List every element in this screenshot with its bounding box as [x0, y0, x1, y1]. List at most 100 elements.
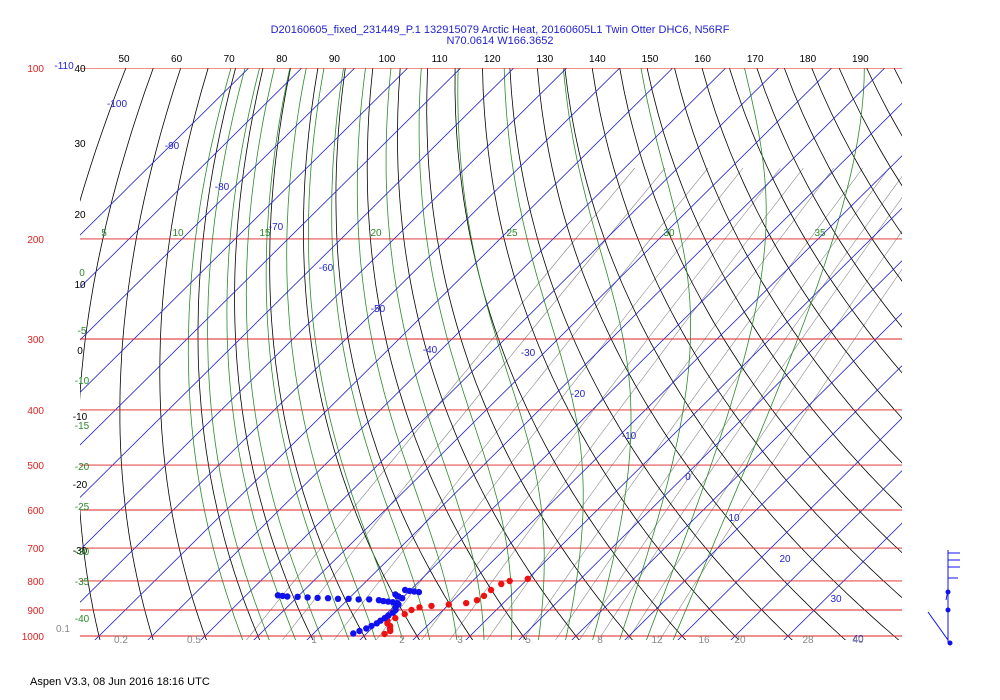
- dry-adiabat: [729, 68, 902, 374]
- dry-adiabat: [302, 68, 420, 640]
- top-axis-tick-label: 80: [276, 54, 288, 65]
- moist-adiabat: [226, 68, 297, 640]
- dewpoint-point: [373, 620, 380, 627]
- temperature-point: [463, 599, 470, 607]
- temperature-point: [428, 602, 435, 610]
- moist-adiabat: [356, 68, 458, 640]
- isotherm-label: -90: [165, 141, 180, 152]
- temperature-point: [480, 592, 488, 600]
- isotherm-label: -110: [54, 61, 74, 72]
- isotherm: [412, 155, 902, 640]
- moist-adiabat: [457, 68, 545, 640]
- left-axis-label: 10: [74, 280, 86, 291]
- top-axis-tick-label: 70: [224, 54, 236, 65]
- isotherm: [80, 68, 303, 289]
- moist-adiabat-label: -35: [75, 577, 90, 588]
- moist-adiabat-top-label: 10: [172, 228, 184, 239]
- pressure-tick-label: 600: [27, 506, 44, 517]
- mixing-ratio-line: [598, 197, 902, 640]
- left-axis-label: 40: [74, 64, 86, 75]
- moist-adiabat-label: 0: [79, 268, 85, 279]
- dewpoint-point: [350, 630, 357, 637]
- moist-adiabat-top-label: 15: [259, 228, 271, 239]
- isotherm-label: -60: [319, 263, 334, 274]
- isotherm-label: -30: [521, 348, 536, 359]
- dry-adiabat: [783, 68, 902, 282]
- isotherm-label: -50: [371, 304, 386, 315]
- isotherm-label: 40: [852, 634, 864, 645]
- dewpoint-point: [314, 594, 321, 602]
- top-axis-tick-label: 170: [747, 54, 764, 65]
- dewpoint-point: [399, 595, 406, 602]
- dry-adiabat: [366, 68, 527, 640]
- moist-adiabat: [187, 68, 244, 640]
- moist-adiabat-label: -10: [75, 376, 90, 387]
- top-axis-tick-label: 150: [642, 54, 659, 65]
- dewpoint-point: [324, 595, 332, 602]
- dry-adiabat: [674, 68, 902, 464]
- dry-adiabat: [397, 68, 580, 640]
- top-axis-tick-label: 110: [432, 54, 448, 65]
- temperature-point: [506, 577, 513, 585]
- mixing-ratio-line: [333, 167, 709, 640]
- dewpoint-point: [274, 592, 282, 599]
- dewpoint-point: [279, 592, 286, 600]
- isotherm-label: 0: [685, 472, 691, 483]
- mixing-ratio-label: 8: [597, 635, 603, 646]
- dry-adiabat: [949, 68, 1000, 648]
- isotherm-label: -20: [571, 389, 586, 400]
- mixing-ratio-label: 40: [852, 635, 864, 646]
- top-axis-tick-label: 180: [799, 54, 816, 65]
- top-axis-tick-label: 190: [852, 54, 869, 65]
- dewpoint-point: [380, 597, 387, 605]
- left-axis-label: -20: [73, 480, 88, 491]
- pressure-tick-label: 100: [27, 64, 44, 75]
- mixing-ratio-line: [579, 175, 902, 640]
- temperature-point: [392, 614, 399, 622]
- moist-adiabat-label: -25: [75, 502, 90, 513]
- isotherm-label: 10: [728, 513, 740, 524]
- temperature-point: [387, 627, 394, 635]
- dry-adiabat: [811, 68, 902, 235]
- temperature-point: [381, 630, 388, 638]
- top-axis-tick-label: 90: [329, 54, 341, 65]
- moist-adiabat: [286, 68, 377, 640]
- isotherm-label: -70: [269, 222, 284, 233]
- chart-title-line1: D20160605_fixed_231449_P.1 132915079 Arc…: [270, 24, 730, 36]
- isotherm-label: -100: [107, 99, 127, 110]
- moist-adiabat: [245, 68, 323, 640]
- isotherm: [306, 68, 886, 640]
- dewpoint-point: [294, 593, 301, 600]
- temperature-point: [524, 575, 531, 582]
- mixing-ratio-line: [659, 268, 902, 640]
- isotherm: [80, 68, 356, 341]
- isotherm: [80, 68, 462, 446]
- moist-adiabat: [562, 68, 632, 640]
- isotherm: [80, 68, 250, 236]
- moist-adiabat-label: -15: [75, 421, 90, 432]
- dewpoint-point: [384, 598, 392, 605]
- grid-layer: [80, 68, 1000, 648]
- moist-adiabat-top-label: 5: [101, 228, 107, 239]
- moist-adiabat-top-label: 35: [814, 228, 826, 239]
- moist-adiabat: [207, 68, 270, 640]
- mixing-ratio-label: 3: [457, 635, 463, 646]
- left-axis-label: 0: [77, 346, 83, 357]
- moist-adiabat: [265, 68, 350, 640]
- pressure-tick-label: 900: [27, 606, 44, 617]
- mixing-ratio-line: [555, 167, 890, 640]
- dry-adiabat: [893, 68, 902, 85]
- moist-adiabat-label: -30: [75, 547, 90, 558]
- mixing-ratio-label: 0.2: [114, 635, 128, 646]
- wind-point: [947, 640, 953, 646]
- moist-adiabat: [418, 68, 513, 640]
- temperature-point: [487, 586, 495, 594]
- temperature-point: [445, 601, 452, 608]
- dry-adiabat: [756, 68, 902, 328]
- moist-adiabat: [645, 68, 767, 640]
- wind-point: [945, 607, 951, 613]
- top-axis-tick-label: 120: [484, 54, 501, 65]
- isotherm-label: 30: [830, 594, 842, 605]
